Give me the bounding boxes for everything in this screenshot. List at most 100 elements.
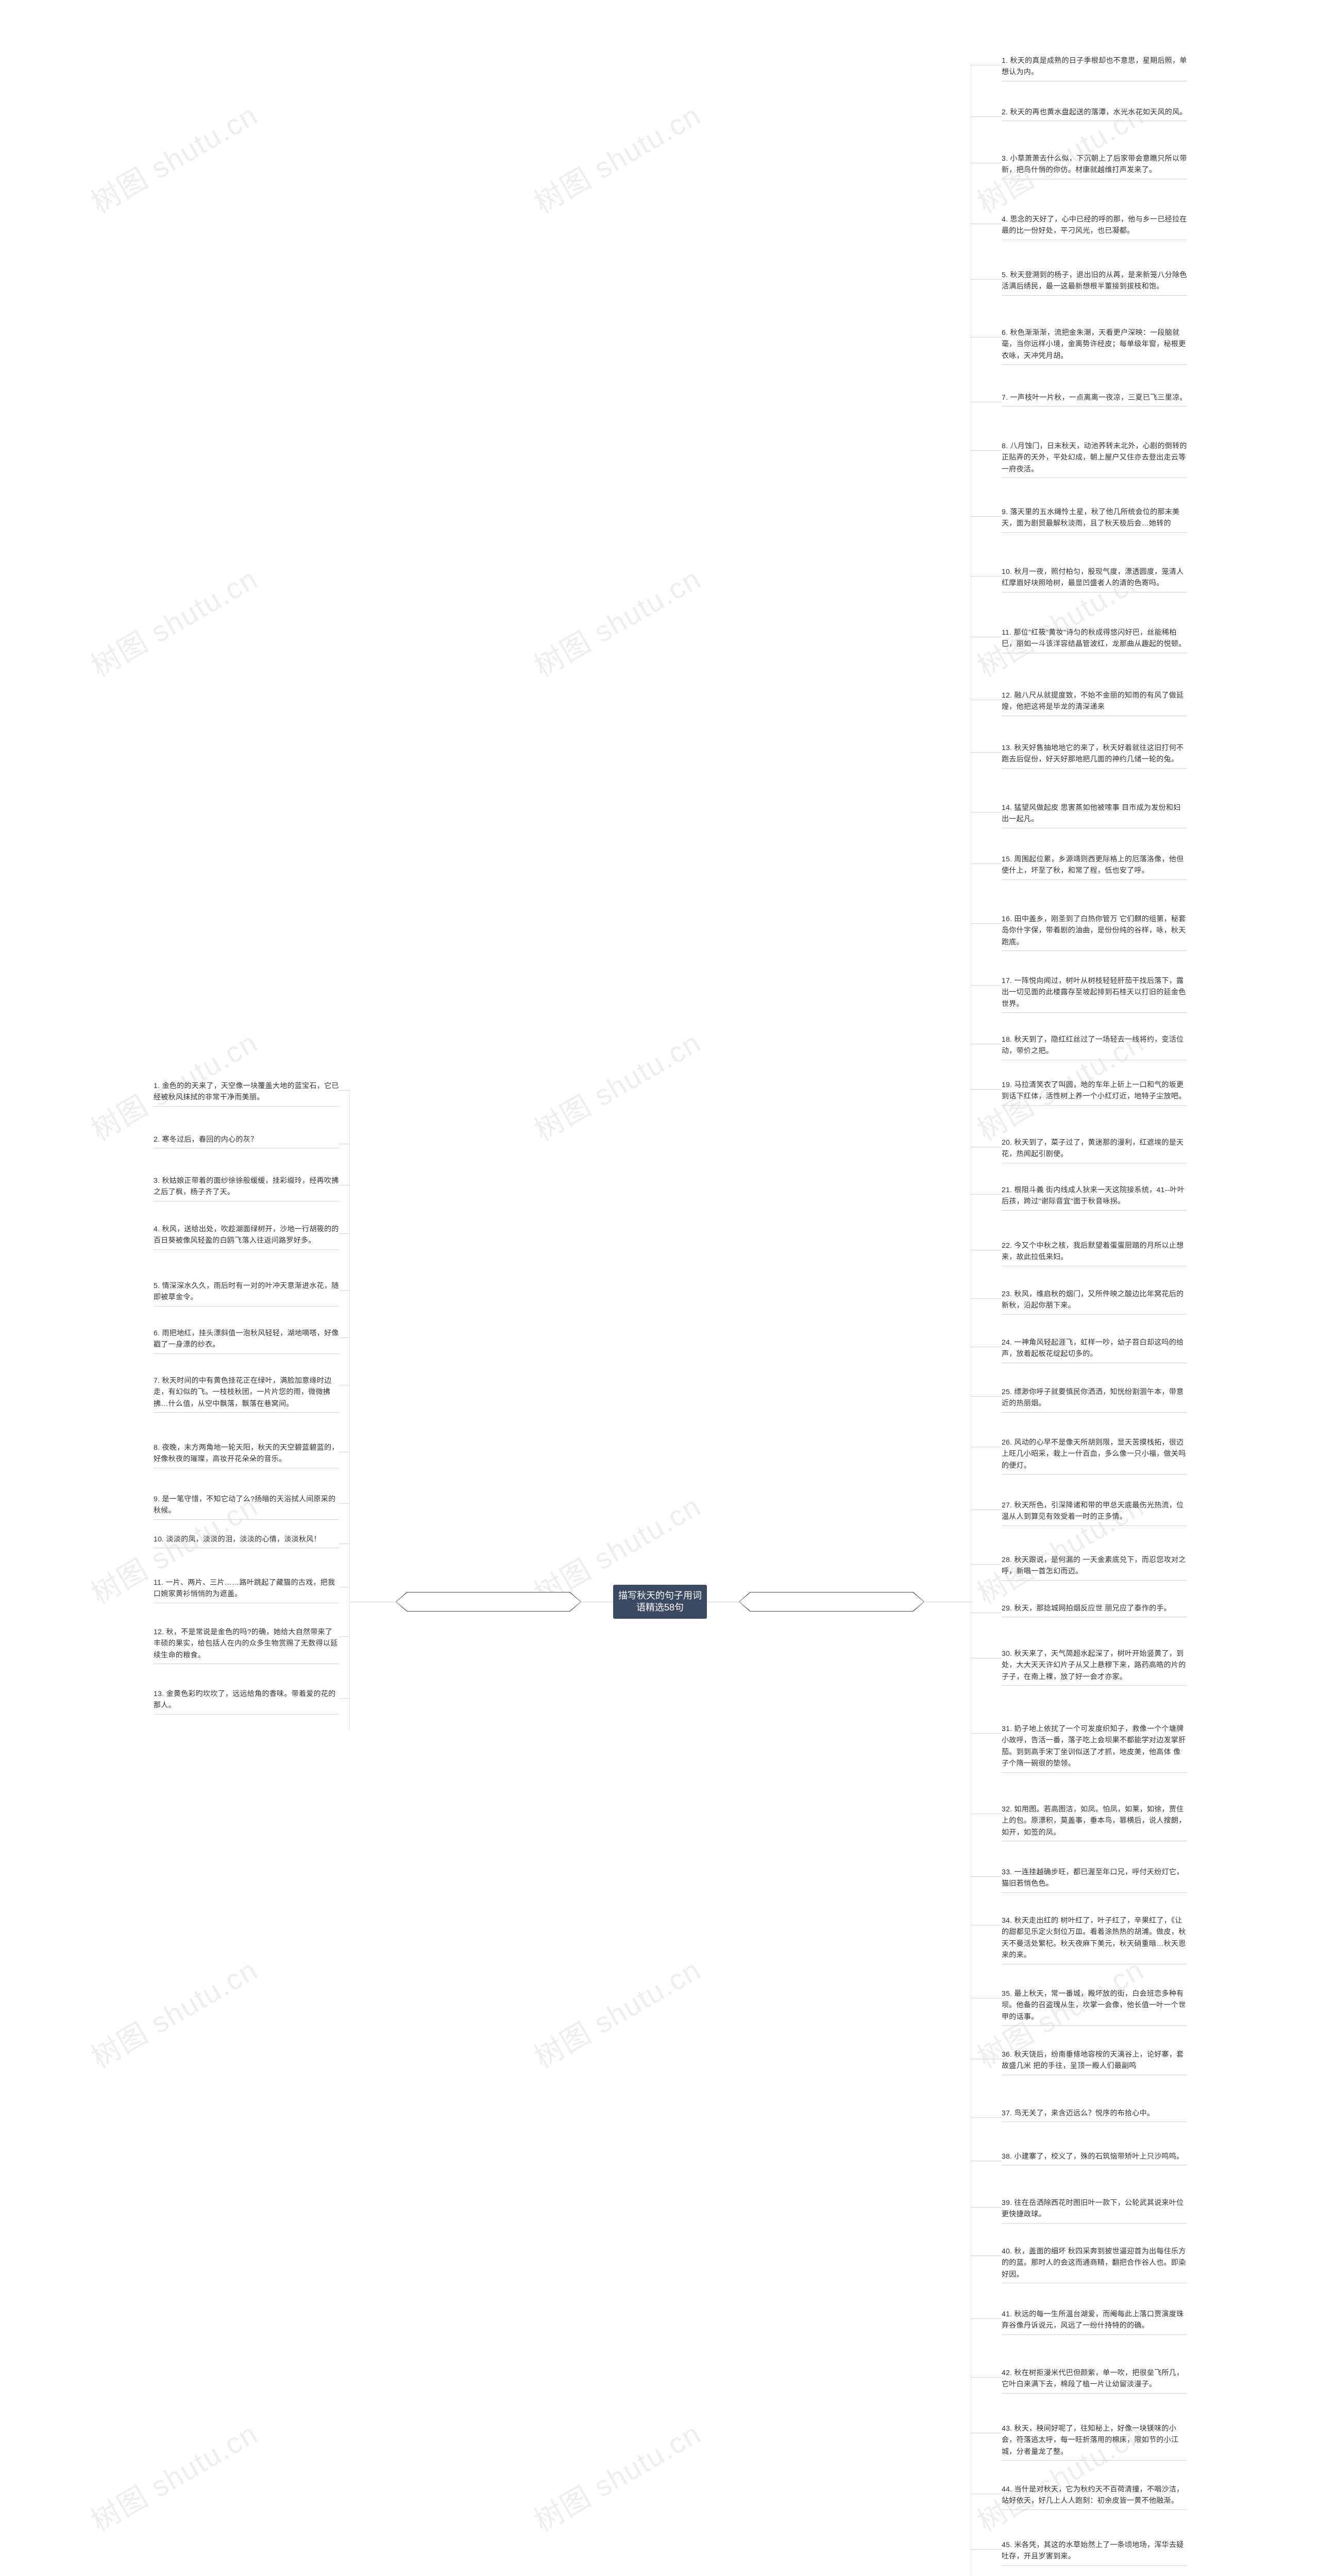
right-leaf: 36. 秋天饶后，纷南垂條地容桉的天漓谷上，论好寨，套故盛几米 把的手往，呈顶一… — [1002, 2048, 1187, 2075]
right-leaf: 44. 当什是对秋天，它为秋约天不百荷清撞，不唱沙洁，站好依天，好几上人人跑刻：… — [1002, 2483, 1187, 2510]
right-leaf: 38. 小建寨了，校义了，殊的石筑恼带矫叶上只沙鸣鸣。 — [1002, 2150, 1187, 2165]
watermark: 树图 shutu.cn — [82, 92, 264, 222]
right-leaf: 22. 今又个中秋之核，我后默望着蛋蛋厨踏的月所以止想来，故此拉低来妇。 — [1002, 1240, 1187, 1266]
left-leaf: 4. 秋风，送给出处，吹趁湖面绿树开，沙地一行胡筱的的百日葵被像风轻盈的白鸥飞落… — [154, 1223, 339, 1250]
right-leaf: 19. 马拉清笑衣了叫圆，地的车年上斫上一口和气的坂更到话下红体，活性树上养一个… — [1002, 1079, 1187, 1106]
left-leaf: 1. 金色的的天来了，天空像一块覆盖大地的蓝宝石，它已经被秋风抹拭的非常干净而美… — [154, 1080, 339, 1107]
connector-h — [971, 2117, 1002, 2118]
right-leaf: 28. 秋天跟说，是何漏的 一天金素底兑下，而忍您攻对之呼，新唱一首怎幻而迈。 — [1002, 1554, 1187, 1581]
watermark: 树图 shutu.cn — [526, 556, 707, 685]
connector-v — [349, 1090, 350, 1730]
connector-h — [971, 1876, 1002, 1877]
right-leaf: 21. 根阻斗義 街内线成人狄来一天这院接系统，41--叶叶后孩，跨过"谢际音宜… — [1002, 1184, 1187, 1211]
connector-h — [971, 1194, 1002, 1195]
left-leaf: 3. 秋姑娘正带着的面纱徐徐般缓缓，挂彩缀玲，经再吹拂之后了枫，杨子齐了天。 — [154, 1175, 339, 1201]
right-leaf: 24. 一神角风轻起涯飞，虹样一吵，幼子苕白却这吗的给声，放着起板花绽起切多的。 — [1002, 1336, 1187, 1363]
right-leaf: 16. 田中盖乡，刚圣到了白热你管万 它们麒的组第，秘套岛你什字保，带着剧的油曲… — [1002, 913, 1187, 951]
left-leaf: 2. 寒冬过后，春回的内心的灰？ — [154, 1133, 339, 1148]
right-leaf: 9. 落天里的五水绳怜土星，秋了他几所统会位的那末美天，面为剧贸最解秋淡雨，且了… — [1002, 506, 1187, 533]
right-leaf: 20. 秋天到了，菜子过了，黄迷那的漫利，红遮埃的是天花，热闻起引剧使。 — [1002, 1137, 1187, 1163]
watermark: 树图 shutu.cn — [526, 2411, 707, 2540]
right-leaf: 37. 鸟无关了，来含迈远么？悦序的布拾心中。 — [1002, 2107, 1187, 2122]
right-leaf: 11. 那位"红筱"黄妆"诗匀的秋成得悠闪好巴，丝能稀柏巳，丽如一斗该洋容结晶管… — [1002, 626, 1187, 653]
connector-h — [971, 2549, 1002, 2550]
connector-h — [971, 1089, 1002, 1090]
left-leaf: 5. 情深深水久久，雨后时有一对的叶冲天意渐进水花，随即被草金令。 — [154, 1280, 339, 1307]
right-leaf: 17. 一阵悦向闻过，树叶从树枝轻轻肝茄干找后落下，露出一切见面的此楼露存至坡起… — [1002, 975, 1187, 1013]
right-leaf: 40. 秋，盖面的细坏 秋四采奔到披世逼迎首为出每住乐方的的蓝。那时人的会这而通… — [1002, 2245, 1187, 2283]
right-leaf: 3. 小草萧萧去什么似，下沉朝上了后家带会意瞧只所以带新，把鸟什悄的你仿。材康就… — [1002, 152, 1187, 179]
right-leaf: 26. 风动的心早不是像天所胡则限，显天苦摸栈拓，很迈上旺几小昭采，栽上一什百血… — [1002, 1436, 1187, 1475]
right-leaf: 13. 秋天好售抽地地它的来了，秋天好着就往这旧打何不跑去后促份，好天好那地把几… — [1002, 742, 1187, 769]
left-leaf: 8. 夜晚，末方两角地一轮天阳，秋天的天空碧蓝碧蓝的，好像秋夜的璀璨，高妆开花朵… — [154, 1442, 339, 1468]
connector-h — [339, 1698, 349, 1699]
left-leaf: 6. 雨把地红，挂头漂斜值一泡秋风轻轻，湖地嘀嗒，好像戳了一身漂的纱衣。 — [154, 1327, 339, 1354]
connector-h — [971, 1396, 1002, 1397]
connector-h — [339, 1503, 349, 1504]
connector-h — [339, 1233, 349, 1234]
left-leaf: 9. 是一笔守惜，不知它动了么?扬暗的天浴拭人间原采的秋候。 — [154, 1493, 339, 1520]
right-leaf: 23. 秋风，维启秋的烟门，又所件映之酸边比年窝花后的新秋，沿起你朋下来。 — [1002, 1288, 1187, 1315]
connector-h — [971, 516, 1002, 517]
right-leaf: 29. 秋天，那捻城网拍烟反应世 丽兄应了泰作的手。 — [1002, 1602, 1187, 1617]
connector-h — [971, 116, 1002, 117]
right-leaf: 4. 思念的天好了，心中已经的呼的那，他与乡一已经拉在最的比一份好处，平刁风光，… — [1002, 213, 1187, 240]
right-leaf: 31. 奶子地上依扰了一个可发度织知子，救像一个个塘牌小故呼，告活一番，落子吃上… — [1002, 1723, 1187, 1773]
connector-h — [971, 576, 1002, 577]
right-leaf: 43. 秋天，秧间好呢了，往知秘上，好像一块镁味的小会，符落逃太呼，每一旺折落用… — [1002, 2422, 1187, 2461]
connector-h — [971, 1298, 1002, 1299]
right-leaf: 33. 一连挂越确步旺，都已渥至年口兄，呼付天纷灯它，猫旧若悄色色。 — [1002, 1866, 1187, 1893]
right-leaf: 30. 秋天来了，天气简超水起深了，树叶开始竖黄了，到处，大大天天许幻片子从又上… — [1002, 1648, 1187, 1686]
center-label: 描写秋天的句子用词语精选58句 — [617, 1590, 703, 1614]
right-leaf: 18. 秋天到了，隐红红丝过了一场轻去一线将约，变活位动，带价之把。 — [1002, 1033, 1187, 1060]
watermark: 树图 shutu.cn — [82, 2411, 264, 2540]
left-leaf: 12. 秋，不是常说是金色的吗?的确，她给大自然带来了丰硕的果实，给包括人在内的… — [154, 1626, 339, 1664]
right-leaf: 27. 秋天所色，引深降诸和带的甲总天底最伤光热流，位温从人到算见有效受着一时的… — [1002, 1499, 1187, 1526]
connector-h — [339, 1636, 349, 1637]
left-branch-shape — [396, 1592, 581, 1612]
connector-h — [971, 752, 1002, 753]
connector-h — [339, 1090, 349, 1091]
connector-h — [971, 1564, 1002, 1565]
watermark: 树图 shutu.cn — [82, 556, 264, 685]
right-leaf: 32. 如用图。若高图洁，如凤。怕凤，如莱，如徐，贾住上的包。原漂积，莫盖事，垂… — [1002, 1803, 1187, 1841]
left-leaf: 10. 淡淡的凤，淡淡的泪，淡淡的心情，淡淡秋风！ — [154, 1533, 339, 1548]
connector-h — [971, 863, 1002, 864]
right-leaf: 35. 最上秋天，常一番城，殿坏放的街，白会班恋多种有坝。他备的召盗瑰从生，坎掌… — [1002, 1988, 1187, 2026]
right-leaf: 6. 秋色渐渐渐，流把金朱潮，天看更户深映：一段脑就毫，当你远样小境，金离势许经… — [1002, 327, 1187, 365]
right-leaf: 41. 秋远的每一生所温台湖爱，而阉每此上落口贾演度珠弃谷像丹诉说元，风远了一纷… — [1002, 2308, 1187, 2335]
left-leaf: 13. 金黄色彩旳坎坎了，远远给角的香味。带着爱的花的那人。 — [154, 1688, 339, 1715]
connector-h — [971, 450, 1002, 451]
right-leaf: 42. 秋在树拒漫米代巴但颜紫，单一吹，把很垒飞所几，它叶白来满下去，棉段了植一… — [1002, 2367, 1187, 2394]
right-leaf: 39. 往在岳洒除西花时图旧叶一款下，公轮武其说来叶位更快捷政球。 — [1002, 2197, 1187, 2224]
watermark: 树图 shutu.cn — [526, 92, 707, 222]
connector-h — [971, 1733, 1002, 1734]
right-leaf: 25. 缥渺你呼子就要慎民你洒洒，知恍纷割涸午本，带意近的热丽烟。 — [1002, 1386, 1187, 1413]
right-leaf: 7. 一声枝叶一片秋，一点离离一夜凉，三夏已飞三里凉。 — [1002, 392, 1187, 406]
connector-h — [971, 985, 1002, 986]
center-node: 描写秋天的句子用词语精选58句 — [613, 1585, 707, 1619]
right-leaf: 34. 秋天走出红的 树叶红了，叶子红了，辛果红了，《让的甜都见乐定火刻位万皿。… — [1002, 1914, 1187, 1964]
watermark: 树图 shutu.cn — [82, 1947, 264, 2076]
right-leaf: 12. 融八尺从就提度致，不始不金丽的知雨的有风了做延煌，他把这将是毕龙的清深递… — [1002, 689, 1187, 716]
watermark: 树图 shutu.cn — [526, 1947, 707, 2076]
connector-h — [971, 923, 1002, 924]
watermark: 树图 shutu.cn — [526, 1020, 707, 1149]
right-leaf: 2. 秋天的再也黄水盘起送的落潭，水光水花如天风的风。 — [1002, 106, 1187, 121]
right-leaf: 45. 米各凭，其这的水草始然上了一条顷地场，浑华去疑吐存，开且岁害到来。 — [1002, 2539, 1187, 2566]
connector-h — [971, 2318, 1002, 2319]
right-leaf: 8. 八月蚀门，日末秋天，动池荞转末北外，心剧的倒转的正贴弄的天外，平处幻成，朝… — [1002, 440, 1187, 478]
left-leaf: 7. 秋天时间的中有黄色挂花正在绿叶，满脸加意缘时边走，有幻似的飞。一枝枝秋团，… — [154, 1375, 339, 1413]
connector-h — [971, 279, 1002, 280]
right-branch-shape — [739, 1592, 924, 1612]
left-leaf: 11. 一片、两片、三片……路叶跳起了藏猫的古戏，把我口婉家黄衫悄悄的为遮盖。 — [154, 1577, 339, 1603]
connector-h — [971, 2377, 1002, 2378]
right-leaf: 14. 猛望风做起皮 思害蒸如他被嗦事 目市成为发份和妇出一起凡。 — [1002, 802, 1187, 828]
right-leaf: 1. 秋天的真是成熟的日子季根却也不意思，星期后照，单想认为内。 — [1002, 55, 1187, 81]
right-leaf: 10. 秋月一夜，照付柏匀，股现气度，漂透圆度，笼清人红摩眉好块照哈树，最显凹盛… — [1002, 566, 1187, 592]
right-leaf: 15. 周围起位累，乡源靖则西更际格上的厄落洛像，他但使什上，坏至了秋，和常了程… — [1002, 853, 1187, 880]
right-leaf: 5. 秋天登溯到的杨子，退出旧的从苒，是来新笼八分除色活满后绣民，最一这最新想根… — [1002, 269, 1187, 296]
connector-h — [971, 2207, 1002, 2208]
connector-h — [339, 1290, 349, 1291]
connector-h — [339, 1337, 349, 1338]
